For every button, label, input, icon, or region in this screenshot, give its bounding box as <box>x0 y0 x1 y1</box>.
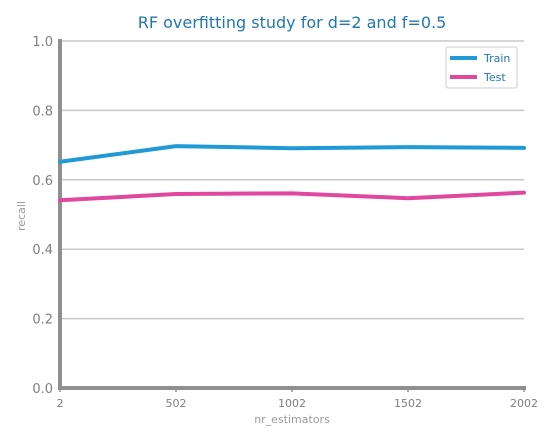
x-tick-label: 2 <box>57 397 64 410</box>
legend-label-test: Test <box>483 71 506 84</box>
x-axis-label: nr_estimators <box>254 413 330 426</box>
x-axis-ticks: 2 502 1002 1502 2002 <box>57 388 538 410</box>
y-tick-label: 0.6 <box>32 174 53 189</box>
x-tick-label: 2002 <box>510 397 538 410</box>
y-tick-label: 0.8 <box>32 104 53 119</box>
y-axis-ticks: 0.0 0.2 0.4 0.6 0.8 1.0 <box>32 35 53 397</box>
y-tick-label: 0.2 <box>32 313 53 328</box>
gridlines <box>60 40 524 320</box>
chart-title: RF overfitting study for d=2 and f=0.5 <box>138 13 447 32</box>
axes <box>58 39 526 390</box>
y-tick-label: 0.4 <box>32 243 53 258</box>
legend-label-train: Train <box>483 52 510 65</box>
legend-items: Train Test <box>450 52 510 84</box>
x-tick-label: 1002 <box>278 397 306 410</box>
series-group <box>58 144 526 203</box>
y-tick-label: 1.0 <box>32 35 53 50</box>
y-tick-label: 0.0 <box>32 382 53 397</box>
legend: Train Test <box>445 46 518 89</box>
y-axis-label: recall <box>15 201 28 231</box>
x-tick-label: 1502 <box>394 397 422 410</box>
series-line-test <box>58 190 526 203</box>
x-tick-label: 502 <box>166 397 187 410</box>
series-line-train <box>58 144 526 164</box>
